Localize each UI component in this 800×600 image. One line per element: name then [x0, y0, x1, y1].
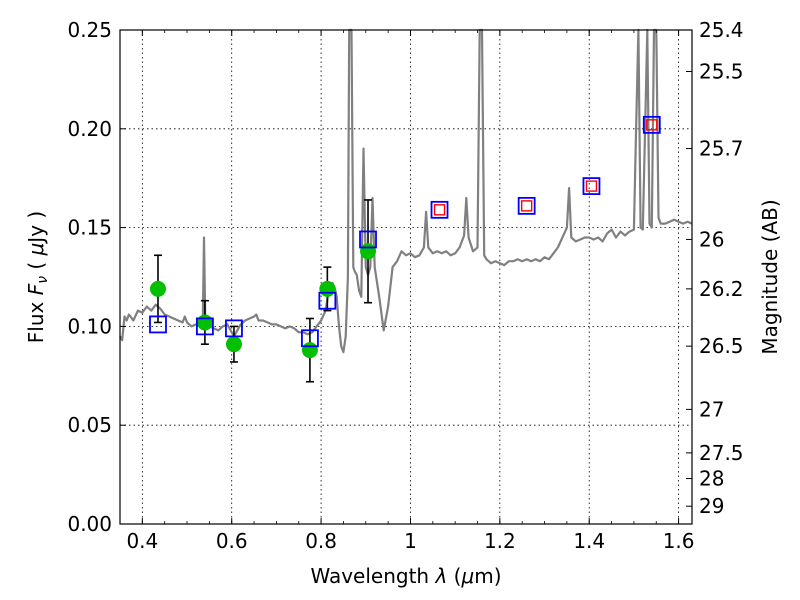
observed-point [225, 336, 242, 353]
model-point-square [196, 317, 214, 336]
y-tick-label: 0.15 [67, 216, 112, 240]
grid [120, 30, 692, 524]
model-spectrum-layer [119, 28, 693, 354]
y2-tick-label: 27.5 [699, 441, 744, 465]
observed-point [301, 342, 318, 359]
y2-tick-label: 25.4 [699, 18, 744, 42]
x-label-unit: m) [474, 564, 501, 588]
y2-tick-label: 25.7 [699, 137, 744, 161]
y-label-prefix: Flux [24, 295, 48, 343]
plot-background [120, 30, 692, 524]
y-tick-label: 0.10 [67, 314, 112, 338]
x-tick-label: 0.4 [126, 529, 158, 553]
y2-tick-label: 29 [699, 494, 724, 518]
observed-point [149, 280, 166, 297]
model-point-square [318, 291, 337, 310]
model-point-square [301, 329, 319, 348]
x-axis-label: Wavelength λ (μm) [310, 564, 501, 588]
y2-axis-label: Magnitude (AB) [758, 199, 782, 354]
x-tick-label: 0.6 [216, 529, 248, 553]
y-tick-label: 0.00 [67, 512, 112, 536]
model-point-square-inner [433, 204, 446, 216]
model-point-square [359, 230, 377, 249]
y-axis: 0.00 0.05 0.10 0.15 0.20 0.25 [67, 18, 126, 536]
y-axis-label: Flux Fν ( μJy ) [24, 211, 51, 343]
y-label-mu: μ [24, 243, 48, 257]
y2-tick-label: 28 [699, 467, 724, 491]
y-tick-label: 0.05 [67, 413, 112, 437]
plot-frame [119, 29, 693, 525]
x-tick-label: 0.8 [305, 529, 337, 553]
y2-tick-label: 27 [699, 397, 724, 421]
model-points-layer [149, 115, 661, 348]
x-axis: 0.4 0.6 0.8 1 1.2 1.4 1.6 [126, 30, 695, 553]
x-tick-label: 1.4 [573, 529, 605, 553]
model-spectrum-line [119, 28, 693, 354]
model-point-square [225, 319, 243, 338]
model-point-square-outer [642, 115, 661, 134]
model-point-square-inner [585, 180, 598, 192]
model-point-square [149, 315, 167, 334]
y-tick-label: 0.25 [67, 18, 112, 42]
model-point-square-outer [582, 177, 601, 196]
y2-tick-label: 26.2 [699, 277, 744, 301]
model-point-square-inner [646, 119, 658, 131]
y-label-symbol: F [24, 283, 48, 295]
y-label-subscript: ν [35, 276, 51, 284]
model-point-square-outer [430, 200, 449, 219]
y2-tick-label: 26.5 [699, 334, 744, 358]
x-label-prefix: Wavelength [310, 564, 435, 588]
x-label-symbol: λ [434, 564, 447, 588]
observed-point [196, 314, 213, 331]
x-tick-label: 1 [404, 529, 417, 553]
y-label-open: ( [24, 255, 48, 276]
y-tick-label: 0.20 [67, 117, 112, 141]
observed-point [360, 243, 377, 260]
x-tick-label: 1.2 [484, 529, 516, 553]
x-label-mu: μ [460, 564, 474, 588]
x-label-open: ( [447, 564, 461, 588]
right-magnitude-axis: 25.4 25.5 25.7 26 26.2 26.5 27 27.528 29 [686, 18, 744, 518]
y-label-unit: Jy ) [24, 211, 48, 245]
model-point-square-inner [520, 200, 533, 212]
y2-tick-label: 25.5 [699, 59, 744, 83]
model-point-square-outer [517, 196, 536, 215]
y2-tick-label: 26 [699, 227, 724, 251]
observed-point [319, 280, 336, 297]
x-tick-label: 1.6 [663, 529, 695, 553]
